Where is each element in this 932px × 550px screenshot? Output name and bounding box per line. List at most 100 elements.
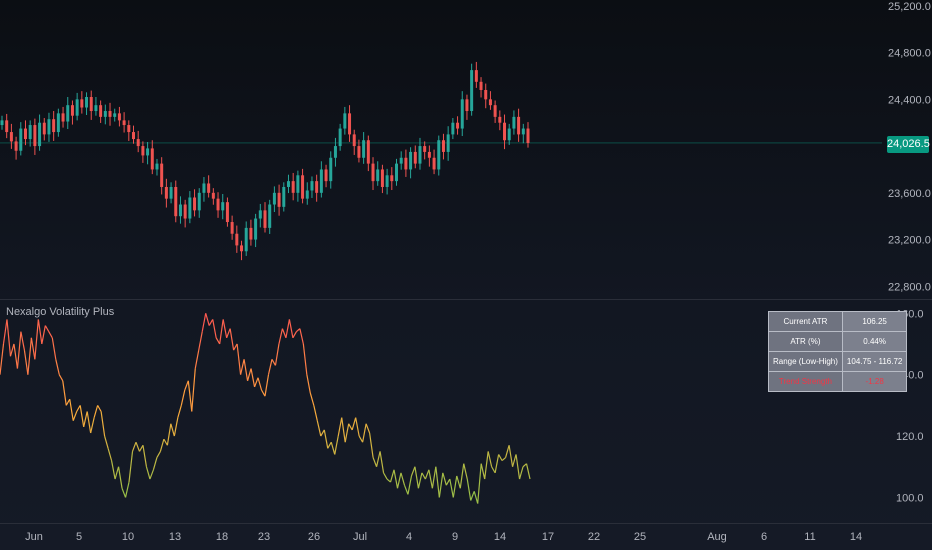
- candle-body: [479, 81, 483, 90]
- candle-body: [286, 181, 290, 187]
- atr-line-segment: [414, 466, 420, 489]
- atr-line-segment: [501, 457, 506, 462]
- candle-body: [70, 105, 74, 116]
- candle-body: [9, 132, 13, 142]
- atr-line-segment: [48, 331, 53, 339]
- atr-line-segment: [229, 328, 235, 351]
- atr-line-segment: [369, 432, 374, 458]
- candle-body: [263, 210, 267, 228]
- atr-line-segment: [442, 472, 447, 486]
- candle-body: [371, 163, 375, 182]
- atr-line-segment: [58, 374, 64, 382]
- atr-line-segment: [222, 319, 228, 338]
- atr-line-segment: [375, 451, 381, 467]
- atr-line-segment: [511, 454, 517, 467]
- candle-body: [80, 99, 84, 108]
- candle-body: [526, 128, 530, 143]
- atr-line-segment: [410, 466, 416, 477]
- candle-body: [23, 128, 27, 140]
- atr-table-row: ATR (%) 0.44%: [768, 331, 908, 352]
- candle-body: [117, 113, 121, 121]
- atr-line-segment: [51, 337, 57, 360]
- atr-table-label: ATR (%): [768, 331, 843, 352]
- price-pane: [0, 61, 882, 261]
- candle-body: [249, 227, 253, 240]
- atr-line-segment: [337, 417, 343, 437]
- atr-line-segment: [330, 442, 336, 455]
- atr-line-segment: [518, 466, 524, 480]
- atr-line-segment: [117, 466, 123, 489]
- atr-line-segment: [351, 417, 357, 431]
- atr-line-segment: [215, 337, 221, 345]
- indicator-pane: [0, 313, 531, 504]
- atr-line-segment: [525, 463, 531, 480]
- atr-line-segment: [306, 374, 311, 394]
- candle-body: [409, 151, 413, 170]
- atr-line-segment: [477, 463, 482, 504]
- atr-line-segment: [121, 488, 127, 498]
- indicator-title[interactable]: Nexalgo Volatility Plus: [6, 306, 115, 318]
- atr-line-segment: [104, 435, 109, 449]
- atr-line-segment: [491, 466, 496, 474]
- atr-line-segment: [344, 423, 350, 443]
- candle-body: [207, 183, 211, 193]
- candle-body: [390, 175, 394, 182]
- atr-line-segment: [327, 441, 332, 449]
- atr-line-segment: [226, 328, 231, 339]
- atr-line-segment: [201, 313, 207, 332]
- candle-body: [517, 116, 521, 135]
- atr-table-value: -1.28: [841, 371, 908, 392]
- candle-body: [155, 163, 159, 170]
- time-axis: Jun 5 10 13 18 23 26 Jul 4 9 14 17 22 25 Aug 6 11 14: [25, 531, 862, 543]
- atr-line-segment: [250, 368, 256, 388]
- time-tick-label: 9: [452, 531, 458, 543]
- candle-body: [423, 146, 427, 152]
- atr-line-segment: [65, 398, 71, 406]
- candle-body: [202, 183, 206, 193]
- candle-body: [113, 113, 117, 117]
- candle-body: [343, 113, 347, 129]
- atr-line-segment: [316, 420, 322, 437]
- price-tick-label: 23,200.0: [888, 235, 931, 247]
- atr-line-segment: [365, 423, 371, 434]
- candle-body: [61, 113, 65, 122]
- atr-line-segment: [180, 389, 186, 406]
- candle-body: [418, 146, 422, 164]
- atr-line-segment: [396, 472, 402, 489]
- atr-line-segment: [83, 411, 88, 427]
- candle-body: [254, 218, 258, 240]
- atr-line-segment: [428, 469, 433, 489]
- atr-line-segment: [86, 411, 92, 434]
- atr-line-segment: [34, 319, 39, 360]
- candle-body: [456, 122, 460, 129]
- atr-line-segment: [114, 466, 120, 480]
- candle-body: [19, 128, 23, 151]
- atr-line-segment: [435, 466, 440, 498]
- candle-body: [432, 157, 436, 170]
- candle-body: [0, 120, 4, 126]
- atr-stats-table: Current ATR 106.25 ATR (%) 0.44% Range (Low-…: [768, 311, 908, 392]
- atr-line-segment: [170, 423, 175, 437]
- candle-body: [141, 146, 145, 156]
- time-tick-label: 23: [258, 531, 270, 543]
- price-tick-label: 25,200.0: [888, 1, 931, 13]
- atr-line-segment: [246, 368, 252, 381]
- candle-body: [52, 119, 56, 133]
- atr-line-segment: [334, 435, 339, 455]
- atr-line-segment: [466, 478, 472, 501]
- candle-body: [28, 125, 32, 140]
- candle-body: [333, 146, 337, 158]
- atr-line-segment: [198, 331, 203, 351]
- atr-line-segment: [323, 429, 329, 449]
- candle-body: [66, 105, 70, 122]
- candle-body: [240, 245, 244, 252]
- candle-body: [85, 96, 89, 108]
- time-tick-label: 17: [542, 531, 554, 543]
- time-tick-label: 5: [76, 531, 82, 543]
- atr-line-segment: [362, 423, 367, 443]
- candle-body: [108, 111, 112, 117]
- atr-line-segment: [219, 319, 224, 345]
- atr-line-segment: [484, 451, 489, 480]
